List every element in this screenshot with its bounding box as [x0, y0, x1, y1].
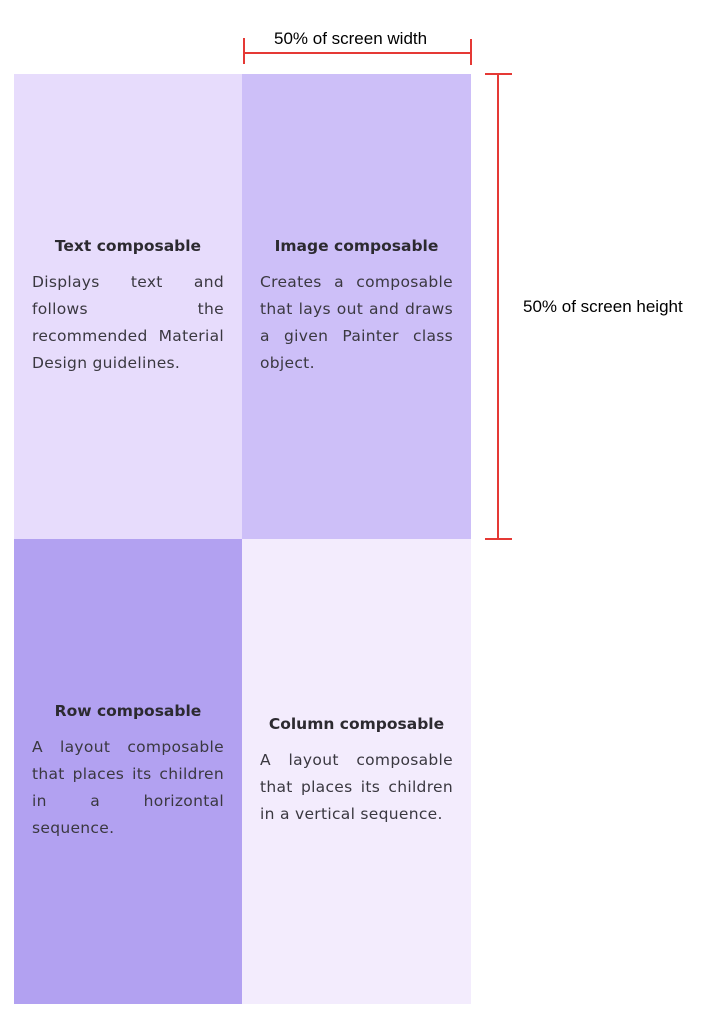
column-composable-panel: Column composable A layout composable th… — [242, 539, 471, 1004]
width-bracket-right — [470, 39, 472, 65]
width-bracket-line — [244, 52, 471, 54]
width-annotation-label: 50% of screen width — [274, 29, 428, 48]
panel-description: A layout composable that places its chil… — [260, 751, 453, 823]
row-composable-panel: Row composable A layout composable that … — [14, 539, 242, 1004]
panel-title: Text composable — [54, 236, 202, 255]
panel-description: Creates a composable that lays out and d… — [260, 272, 453, 372]
height-bracket-line — [497, 74, 499, 539]
text-composable-panel: Text composable Displays text and follow… — [14, 74, 242, 539]
height-annotation-label: 50% of screen height — [523, 297, 683, 316]
panel-description: Displays text and follows the recommende… — [32, 272, 224, 372]
panel-title: Row composable — [54, 701, 202, 720]
image-composable-panel: Image composable Creates a composable th… — [242, 74, 471, 539]
panel-description: A layout composable that places its chil… — [32, 737, 224, 837]
panel-title: Column composable — [268, 715, 445, 733]
panel-title: Image composable — [274, 236, 439, 255]
height-bracket-bottom — [485, 538, 512, 540]
width-bracket-left — [243, 38, 245, 64]
